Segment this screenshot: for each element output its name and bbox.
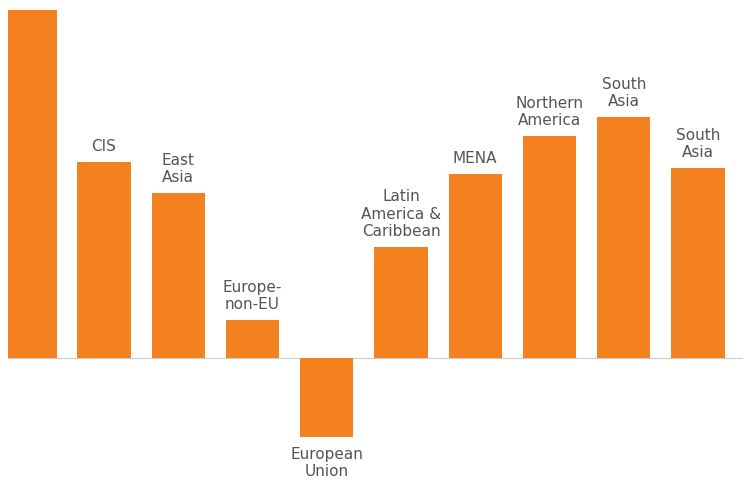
Text: South
Asia: South Asia (602, 77, 646, 109)
Text: European
Union: European Union (290, 447, 363, 479)
Bar (523, 136, 576, 358)
Text: Latin
America &
Caribbean: Latin America & Caribbean (361, 189, 441, 239)
Bar (152, 193, 205, 358)
Text: Northern
America: Northern America (515, 96, 584, 128)
Text: South
Asia: South Asia (676, 128, 720, 160)
Text: CIS: CIS (92, 139, 116, 154)
Text: Europe-
non-EU: Europe- non-EU (223, 280, 282, 312)
Bar (226, 320, 279, 358)
Bar (597, 118, 650, 358)
Bar (374, 247, 427, 358)
Bar (671, 168, 724, 358)
Text: MENA: MENA (453, 151, 497, 166)
Bar (300, 358, 353, 437)
Bar (77, 162, 130, 358)
Bar (448, 174, 502, 358)
Bar (3, 0, 56, 358)
Text: East
Asia: East Asia (162, 153, 195, 185)
